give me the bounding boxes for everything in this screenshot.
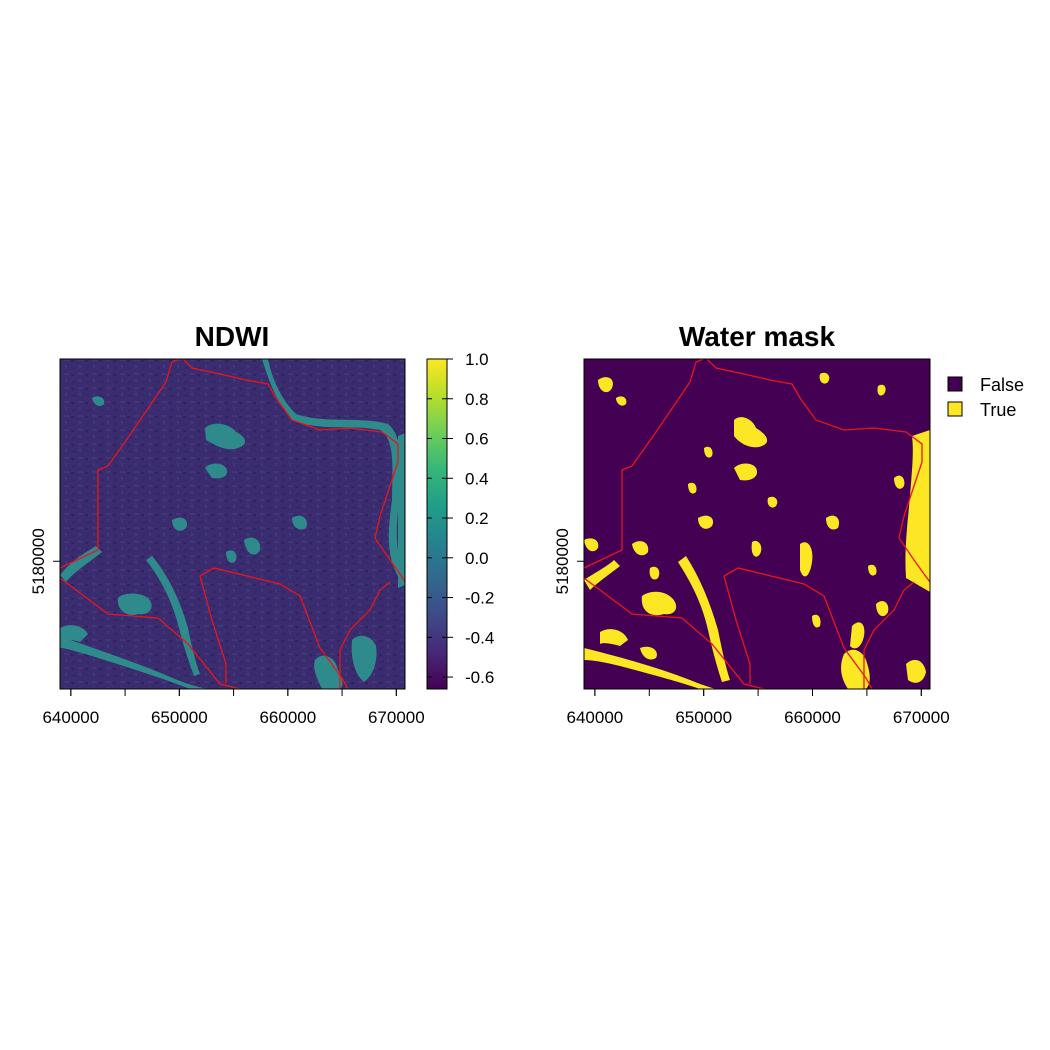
mask-boundary-south xyxy=(584,577,765,689)
mask-water-lake-mid2 xyxy=(751,540,762,557)
ndwi-boundary-se xyxy=(339,581,391,689)
mask-water-lake-north2 xyxy=(616,396,627,406)
ndwi-water-channel-center xyxy=(146,556,200,676)
ndwi-colorbar-ramp xyxy=(426,358,448,690)
colorbar-tick-label: 0.6 xyxy=(465,430,489,449)
mask-boundaries xyxy=(584,359,930,689)
ndwi-plot-frame xyxy=(59,358,406,690)
colorbar-tick-label: -0.4 xyxy=(465,628,494,647)
mask-y-tick-label: 5180000 xyxy=(553,528,572,594)
ndwi-water-lake-north xyxy=(92,396,105,406)
ndwi-boundaries xyxy=(60,359,405,689)
mask-legend: False True xyxy=(947,375,1024,420)
mask-water-lake-w2 xyxy=(600,629,628,646)
mask-boundary-inner-w xyxy=(723,575,751,684)
ndwi-panel: NDWI xyxy=(29,321,494,727)
mask-water-lake-sw xyxy=(641,591,677,616)
colorbar-tick-label: -0.2 xyxy=(465,589,494,608)
mask-x-axis: 640000 650000 660000 670000 xyxy=(567,689,950,727)
ndwi-x-axis: 640000 650000 660000 670000 xyxy=(42,689,425,727)
ndwi-water-lake-nw xyxy=(205,423,246,450)
mask-water-lake-north1 xyxy=(598,377,613,393)
mask-water-lake-c2 xyxy=(688,482,697,494)
ndwi-water-lake-sw xyxy=(117,593,152,616)
mask-x-tick-label: 640000 xyxy=(567,708,624,727)
ndwi-x-tick-label: 670000 xyxy=(368,708,425,727)
mask-water-lake-south xyxy=(841,649,870,689)
ndwi-water-lake-mid3 xyxy=(172,517,188,531)
ndwi-x-tick-label: 660000 xyxy=(259,708,316,727)
ndwi-water-lake-west xyxy=(60,546,102,582)
mask-x-tick-label: 660000 xyxy=(784,708,841,727)
colorbar-tick-label: 0.0 xyxy=(465,549,489,568)
ndwi-title: NDWI xyxy=(195,321,270,352)
ndwi-water-west-lakes xyxy=(60,625,88,642)
mask-water-lake-ne xyxy=(877,384,886,396)
mask-water-lake-c6 xyxy=(632,541,649,556)
water-mask-title: Water mask xyxy=(679,321,836,352)
mask-x-tick-label: 650000 xyxy=(675,708,732,727)
ndwi-boundary-inner-w xyxy=(199,575,227,684)
mask-boundary-se xyxy=(863,581,915,689)
legend-swatch-false xyxy=(947,376,963,392)
mask-water-lake-c9 xyxy=(812,614,821,628)
mask-water-lake-c7 xyxy=(649,566,660,580)
ndwi-x-tick-label: 650000 xyxy=(151,708,208,727)
mask-water-east-strip xyxy=(905,430,930,592)
ndwi-x-tick-label: 640000 xyxy=(42,708,99,727)
water-mask-raster xyxy=(584,359,930,689)
water-mask-panel: Water mask xyxy=(553,321,1024,727)
mask-water-lake-c4 xyxy=(894,475,905,489)
ndwi-colorbar-ticks: 1.0 0.8 0.6 0.4 0.2 0.0 -0.2 -0.4 -0.6 xyxy=(427,350,494,687)
mask-water-lake-center xyxy=(734,463,758,481)
mask-water-lake-c3 xyxy=(767,496,778,508)
mask-water-lake-c5 xyxy=(868,564,877,576)
ndwi-boundary-inner xyxy=(199,567,349,689)
mask-boundary-inner xyxy=(723,567,873,689)
mask-plot-frame xyxy=(583,358,931,690)
ndwi-colorbar: 1.0 0.8 0.6 0.4 0.2 0.0 -0.2 -0.4 -0.6 xyxy=(426,350,494,690)
mask-boundary-main xyxy=(584,359,930,583)
ndwi-water-bodies xyxy=(60,359,405,689)
ndwi-boundary-main xyxy=(60,359,405,583)
ndwi-boundary-south xyxy=(60,577,241,689)
mask-water-lake-c8 xyxy=(640,646,657,660)
ndwi-water-lake-mid2 xyxy=(226,550,237,563)
mask-water-lake-w1 xyxy=(584,538,599,552)
colorbar-tick-label: 0.4 xyxy=(465,469,489,488)
ndwi-water-lake-south xyxy=(314,655,343,689)
ndwi-y-axis: 5180000 xyxy=(29,528,60,594)
ndwi-raster xyxy=(60,359,405,689)
colorbar-tick-label: 0.2 xyxy=(465,509,489,528)
mask-water-lake-mid3 xyxy=(698,515,714,529)
mask-water-lake-s1 xyxy=(906,659,926,683)
mask-background xyxy=(584,359,930,689)
mask-water-lake-north3 xyxy=(819,372,830,384)
ndwi-y-tick-label: 5180000 xyxy=(29,528,48,594)
legend-label-false: False xyxy=(980,375,1024,395)
colorbar-tick-label: -0.6 xyxy=(465,668,494,687)
ndwi-water-lake-mid xyxy=(244,537,261,555)
mask-x-tick-label: 670000 xyxy=(893,708,950,727)
mask-water-lake-se xyxy=(850,622,865,649)
ndwi-water-lake-mid4 xyxy=(292,515,307,530)
ndwi-water-lake-center xyxy=(205,463,228,479)
mask-water-lake-west xyxy=(584,560,620,590)
mask-water-channel-sw xyxy=(584,648,716,689)
ndwi-water-east-strip xyxy=(398,433,405,588)
mask-y-axis: 5180000 xyxy=(553,528,584,594)
mask-water-lake-s2 xyxy=(876,601,889,617)
mask-water-lake-c1 xyxy=(704,446,713,458)
legend-label-true: True xyxy=(980,400,1016,420)
mask-water-lake-nw xyxy=(734,417,768,448)
mask-water-lake-mid xyxy=(800,542,813,577)
ndwi-water-lake-se xyxy=(351,635,377,682)
legend-swatch-true xyxy=(947,401,963,417)
colorbar-tick-label: 1.0 xyxy=(465,350,489,369)
mask-water-lake-mid4 xyxy=(826,515,840,530)
colorbar-tick-label: 0.8 xyxy=(465,390,489,409)
